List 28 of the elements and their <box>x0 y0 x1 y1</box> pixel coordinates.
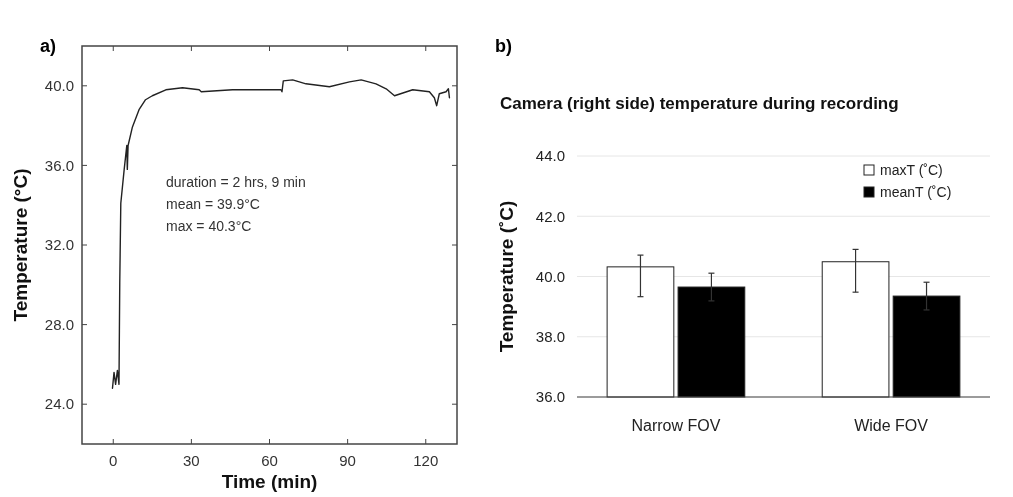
chart-title: Camera (right side) temperature during recording <box>500 94 899 113</box>
y-tick-label: 32.0 <box>44 236 74 254</box>
annotation: max = 40.3°C <box>166 218 252 234</box>
x-tick-label: 0 <box>109 452 118 469</box>
y-tick-label: 36.0 <box>44 156 74 174</box>
y-tick-label: 42.0 <box>535 207 565 225</box>
x-axis-title: Time (min) <box>221 471 318 492</box>
annotation: mean = 39.9°C <box>166 196 260 212</box>
x-tick-label: 60 <box>261 452 278 469</box>
y-tick-label: 44.0 <box>535 147 565 165</box>
x-tick-label: 90 <box>339 452 356 469</box>
legend-label: meanT (˚C) <box>880 184 952 200</box>
y-tick-label: 38.0 <box>535 328 565 345</box>
y-tick-label: 24.0 <box>44 395 74 413</box>
x-tick-label: 120 <box>413 452 439 469</box>
y-tick-label: 40.0 <box>44 77 74 95</box>
y-tick-label: 36.0 <box>535 388 565 406</box>
x-tick-label: Wide FOV <box>854 417 929 434</box>
legend-label: maxT (˚C) <box>880 162 943 178</box>
y-axis-title: Temperature (°C) <box>10 168 31 322</box>
annotation: duration = 2 hrs, 9 min <box>166 174 306 190</box>
y-tick-label: 40.0 <box>535 267 565 285</box>
y-tick-label: 28.0 <box>44 315 74 333</box>
y-axis-title: Temperature (˚C) <box>496 200 517 353</box>
x-tick-label: 30 <box>183 452 200 469</box>
x-tick-label: Narrow FOV <box>631 417 721 434</box>
text: b) <box>495 36 512 56</box>
text: a) <box>40 36 57 56</box>
